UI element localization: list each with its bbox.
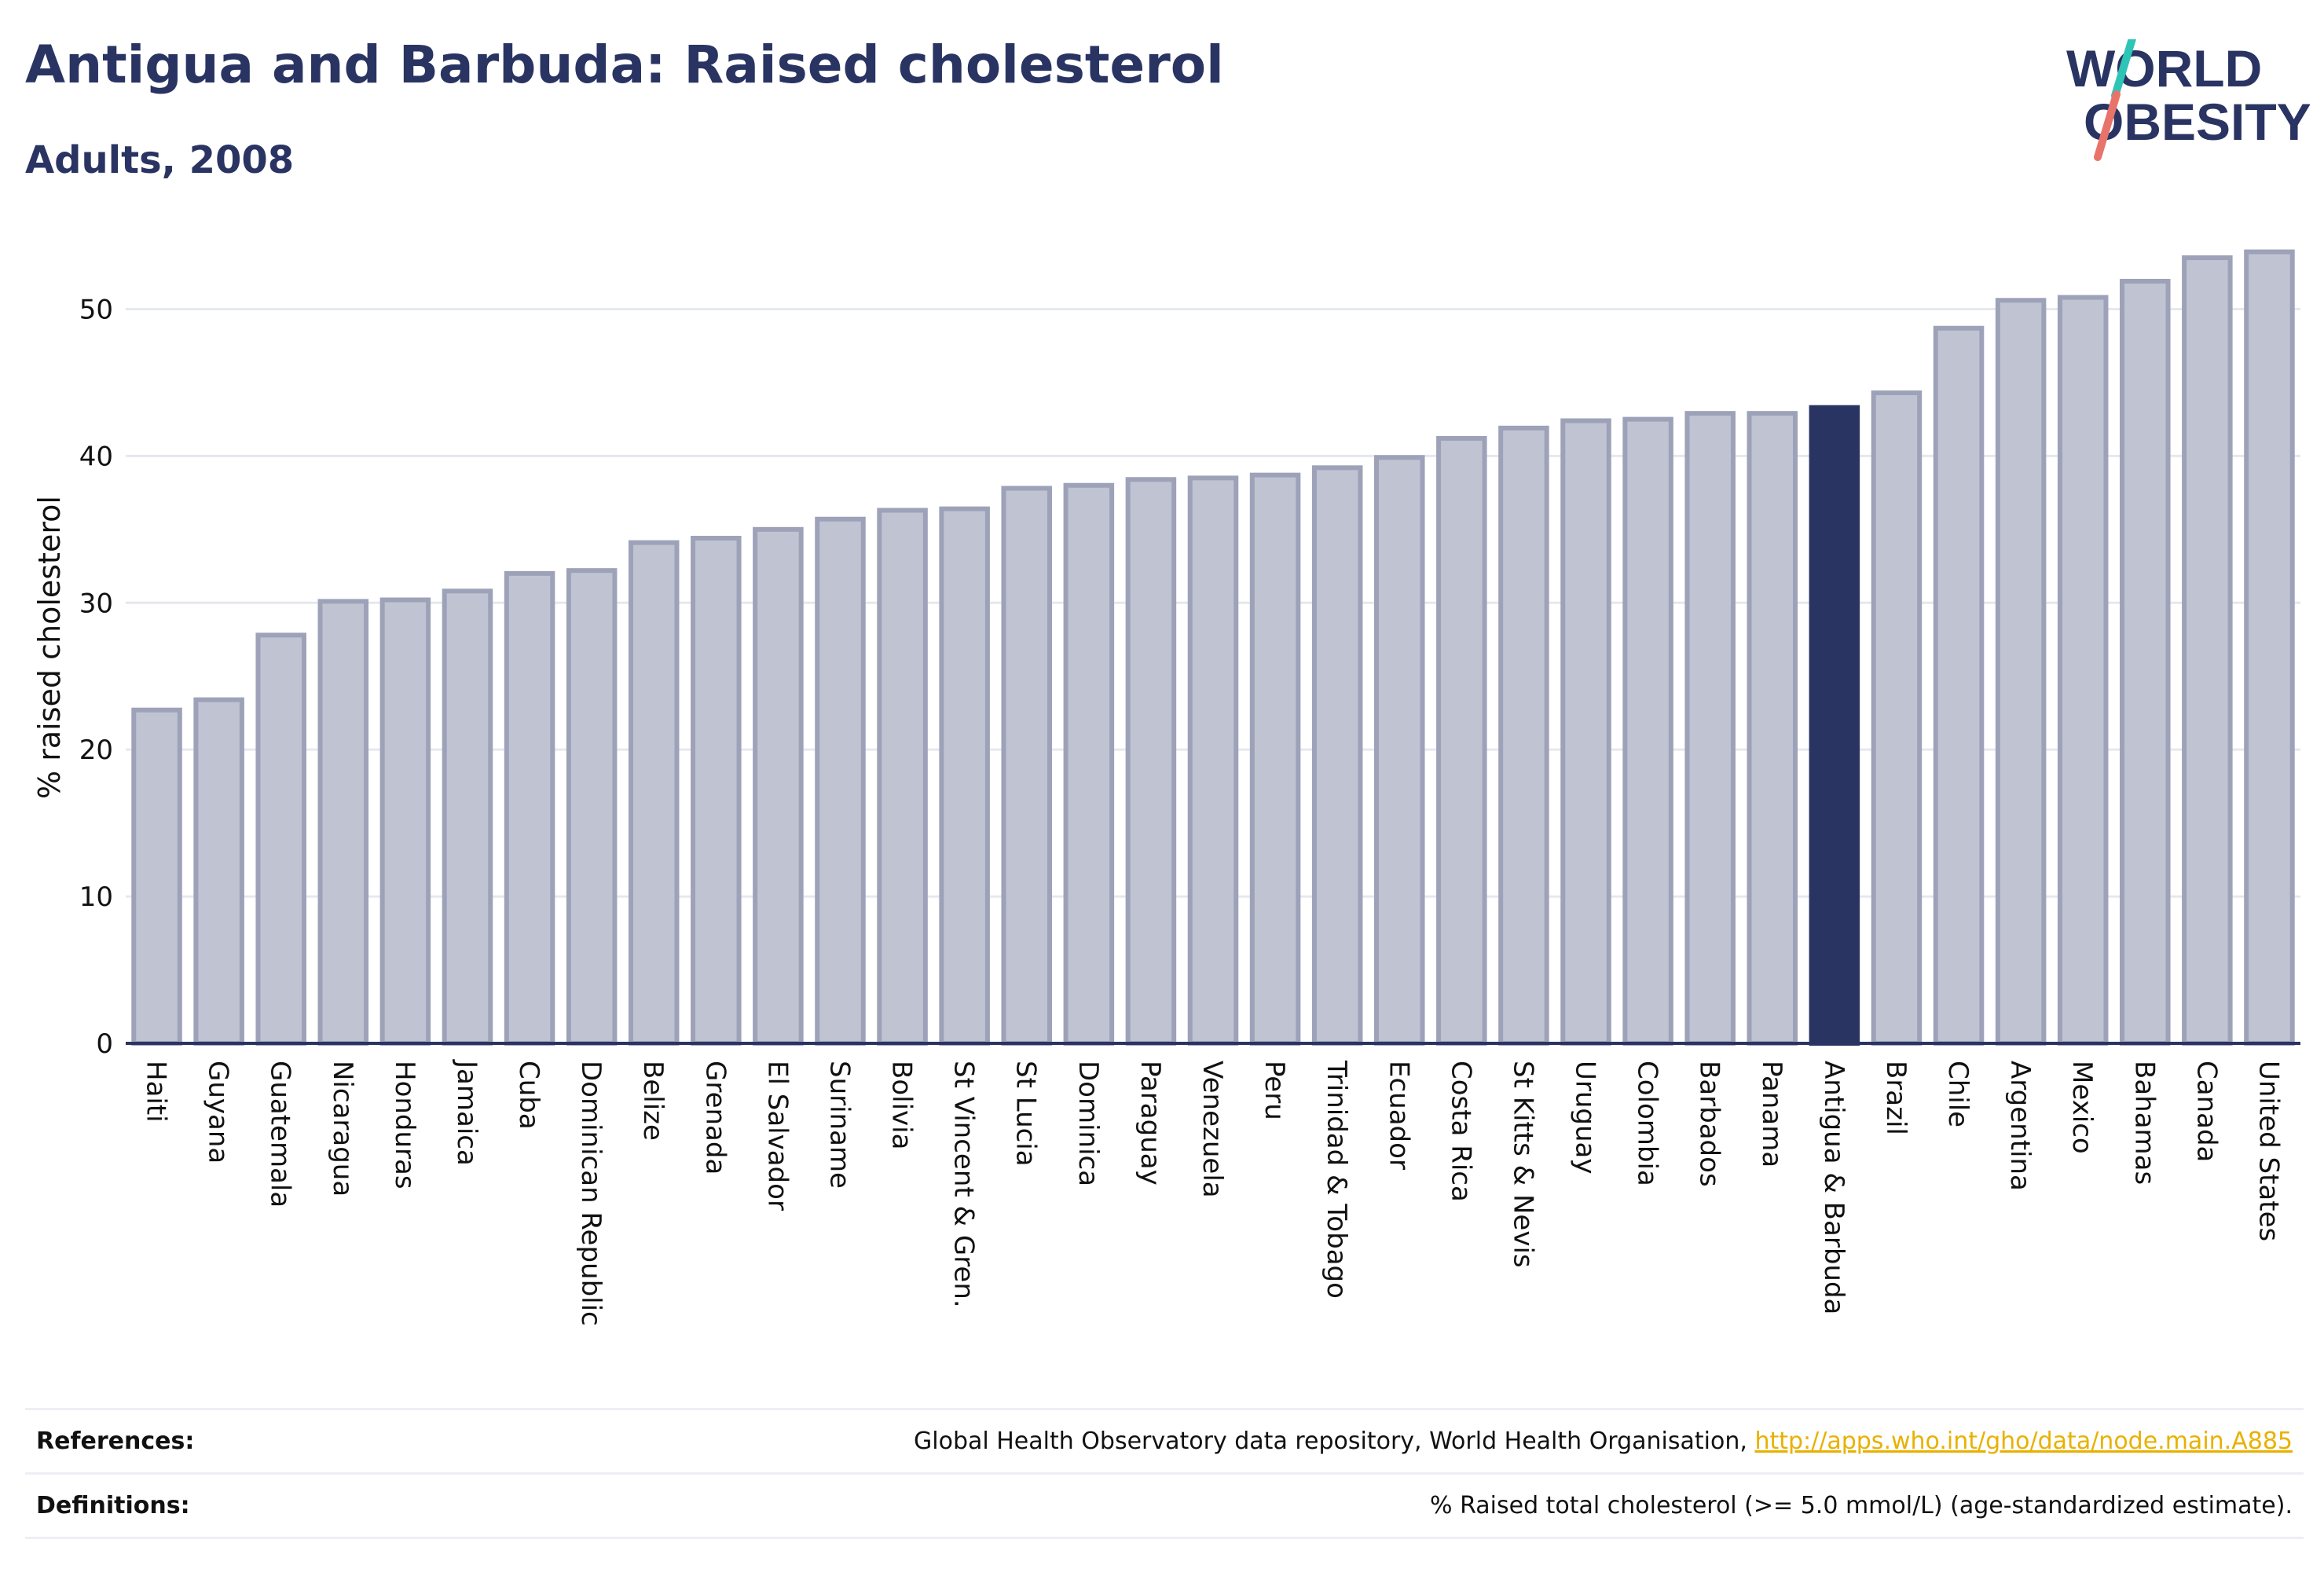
x-tick-label: St Vincent & Gren. — [948, 1061, 980, 1308]
chart-subtitle: Adults, 2008 — [25, 138, 295, 182]
world-obesity-logo: WORLD OBESITY — [2043, 24, 2311, 173]
x-tick-label: St Lucia — [1010, 1061, 1042, 1167]
x-tick-label: Canada — [2190, 1061, 2222, 1162]
y-tick-label: 10 — [79, 881, 113, 913]
y-tick-label: 30 — [79, 588, 113, 619]
logo-mark: WORLD OBESITY — [2066, 24, 2311, 161]
bar — [1995, 298, 2047, 1046]
references-link[interactable]: http://apps.who.int/gho/data/node.main.A… — [1754, 1428, 2293, 1455]
bar — [753, 526, 804, 1046]
x-tick-label: Barbados — [1694, 1061, 1725, 1187]
logo-slash-bottom — [2094, 90, 2121, 161]
bar — [2120, 278, 2171, 1046]
x-tick-label: Guyana — [203, 1061, 234, 1164]
bar — [691, 536, 742, 1046]
x-tick-label: Dominican Republic — [575, 1061, 607, 1326]
y-tick-label: 20 — [79, 735, 113, 766]
x-tick-label: Venezuela — [1197, 1061, 1228, 1198]
bar — [317, 599, 369, 1046]
logo-line1: WORLD — [2066, 39, 2262, 97]
bar — [1684, 411, 1736, 1046]
bar — [193, 697, 244, 1046]
bar — [131, 707, 182, 1046]
logo-line2: OBESITY — [2084, 93, 2310, 151]
footer-divider — [25, 1537, 2304, 1539]
bar — [2057, 295, 2109, 1046]
x-tick-label: Bahamas — [2128, 1061, 2160, 1185]
bar — [1063, 482, 1115, 1046]
bar — [379, 597, 431, 1046]
y-tick-label: 50 — [79, 294, 113, 325]
bar — [566, 568, 618, 1046]
x-tick-label: Suriname — [823, 1061, 855, 1189]
x-tick-label: Belize — [637, 1061, 669, 1141]
x-tick-label: Guatemala — [265, 1061, 296, 1208]
chart-title: Antigua and Barbuda: Raised cholesterol — [25, 35, 1224, 95]
bar — [1436, 435, 1487, 1046]
bar — [442, 588, 493, 1046]
bar — [1001, 486, 1053, 1046]
x-tick-label: El Salvador — [761, 1061, 793, 1211]
x-tick-label: Haiti — [141, 1061, 172, 1123]
footer-references-row: References: Global Health Observatory da… — [25, 1408, 2304, 1475]
bar — [1747, 411, 1798, 1046]
x-tick-label: Paraguay — [1135, 1061, 1166, 1186]
x-tick-label: Costa Rica — [1445, 1061, 1476, 1202]
x-tick-label: Jamaica — [451, 1059, 482, 1166]
x-tick-label: Bolivia — [886, 1061, 918, 1149]
bar — [877, 508, 928, 1046]
bar — [939, 506, 990, 1046]
bar — [1871, 390, 1923, 1046]
x-tick-label: Argentina — [2004, 1061, 2036, 1191]
y-tick-label: 40 — [79, 441, 113, 472]
x-tick-label: St Kitts & Nevis — [1507, 1061, 1538, 1268]
bar-highlight — [1809, 405, 1860, 1046]
x-tick-label: United States — [2253, 1061, 2284, 1241]
x-tick-label: Uruguay — [1570, 1061, 1601, 1175]
bar — [1560, 418, 1611, 1046]
footer-definitions-row: Definitions: % Raised total cholesterol … — [25, 1472, 2304, 1539]
x-tick-label: Honduras — [389, 1061, 420, 1189]
definitions-label: Definitions: — [36, 1492, 190, 1519]
bar — [1249, 472, 1301, 1046]
bar — [1187, 475, 1239, 1046]
x-tick-label: Ecuador — [1383, 1061, 1414, 1170]
x-tick-label: Mexico — [2066, 1061, 2098, 1154]
x-tick-label: Panama — [1756, 1061, 1787, 1167]
bar — [628, 540, 680, 1046]
x-tick-label: Grenada — [699, 1061, 731, 1175]
bar — [1373, 455, 1425, 1046]
bar-chart: 0 10 20 30 40 50 % raised cholesterol Haiti Guya… — [32, 249, 2300, 1326]
x-tick-label: Chile — [1942, 1061, 1974, 1127]
x-tick-label: Antigua & Barbuda — [1818, 1061, 1849, 1314]
x-tick-label: Nicaragua — [327, 1061, 358, 1197]
references-text: Global Health Observatory data repositor… — [914, 1428, 1755, 1455]
references-value: Global Health Observatory data repositor… — [914, 1428, 2293, 1455]
bar — [504, 570, 555, 1046]
bar — [1125, 477, 1177, 1046]
y-tick-label: 0 — [96, 1028, 113, 1060]
definitions-text: % Raised total cholesterol (>= 5.0 mmol/… — [1430, 1492, 2293, 1519]
x-tick-label: Cuba — [513, 1061, 544, 1130]
x-tick-label: Trinidad & Tobago — [1321, 1060, 1352, 1299]
bar — [815, 516, 866, 1046]
logo-slash-top — [2111, 24, 2139, 100]
bar — [2182, 255, 2233, 1046]
x-tick-label: Dominica — [1072, 1061, 1104, 1186]
bar — [1933, 325, 1985, 1046]
bar — [2244, 249, 2295, 1046]
bar — [1311, 465, 1363, 1046]
x-tick-label: Peru — [1259, 1061, 1290, 1120]
bar — [1622, 416, 1673, 1046]
x-tick-label: Brazil — [1880, 1061, 1912, 1135]
references-label: References: — [36, 1428, 195, 1455]
x-tick-label: Colombia — [1632, 1061, 1663, 1186]
y-axis-label: % raised cholesterol — [32, 496, 67, 799]
bar — [255, 632, 306, 1046]
bar — [1498, 425, 1549, 1046]
